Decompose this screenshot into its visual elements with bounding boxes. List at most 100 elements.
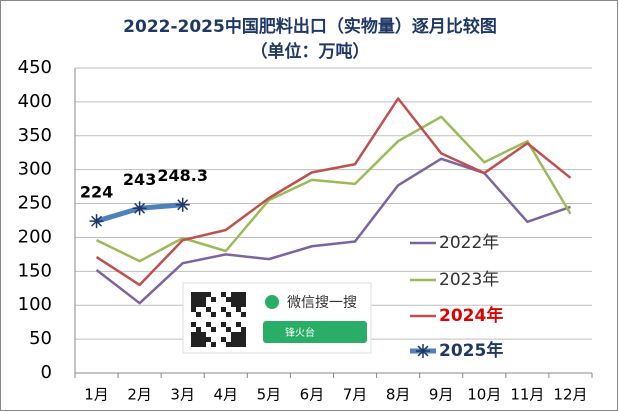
y-tick-label: 0: [41, 362, 52, 383]
qr-cell: [196, 302, 201, 307]
qr-cell: [191, 297, 196, 302]
qr-cell: [236, 337, 241, 342]
qr-cell: [201, 297, 206, 302]
qr-cell: [236, 292, 241, 297]
x-tick-label: 5月: [257, 386, 282, 404]
qr-cell: [196, 297, 201, 302]
qr-cell: [231, 292, 236, 297]
qr-cell: [206, 292, 211, 297]
qr-cell: [221, 292, 226, 297]
marker: [132, 201, 147, 216]
qr-cell: [221, 337, 226, 342]
legend-label: 2023年: [439, 270, 499, 290]
y-tick-label: 250: [18, 193, 52, 214]
qr-cell: [211, 297, 216, 302]
qr-cell: [196, 312, 201, 317]
qr-cell: [221, 322, 226, 327]
y-tick-label: 350: [18, 125, 52, 146]
qr-cell: [231, 342, 236, 347]
series-line: [95, 97, 572, 287]
qr-cell: [191, 292, 196, 297]
qr-cell: [191, 302, 196, 307]
qr-cell: [236, 297, 241, 302]
x-tick-label: 9月: [429, 386, 454, 404]
qr-cell: [236, 322, 241, 327]
qr-cell: [201, 292, 206, 297]
x-tick-label: 8月: [386, 386, 411, 404]
qr-cell: [241, 327, 246, 332]
qr-cell: [241, 342, 246, 347]
qr-cell: [191, 332, 196, 337]
qr-cell: [226, 327, 231, 332]
y-tick-label: 300: [18, 159, 52, 180]
qr-cell: [241, 297, 246, 302]
x-tick-label: 3月: [170, 386, 195, 404]
data-label: 248.3: [157, 166, 208, 185]
qr-cell: [241, 337, 246, 342]
qr-cell: [201, 337, 206, 342]
qr-cell: [211, 342, 216, 347]
qr-cell: [196, 327, 201, 332]
qr-cell: [196, 332, 201, 337]
x-tick-label: 2月: [127, 386, 152, 404]
qr-cell: [191, 307, 196, 312]
x-tick-label: 6月: [300, 386, 325, 404]
x-tick-label: 1月: [84, 386, 109, 404]
qr-cell: [231, 297, 236, 302]
qr-cell: [201, 332, 206, 337]
wechat-icon: [265, 295, 279, 309]
qr-cell: [196, 337, 201, 342]
legend-label: 2024年: [439, 305, 503, 326]
qr-cell: [231, 332, 236, 337]
search-box: [263, 321, 367, 343]
y-tick-label: 200: [18, 226, 52, 247]
qr-cell: [226, 342, 231, 347]
x-tick-label: 10月: [467, 386, 501, 404]
qr-cell: [191, 322, 196, 327]
marker: [89, 214, 104, 229]
qr-cell: [236, 307, 241, 312]
chart-subtitle: （单位：万吨）: [251, 41, 370, 62]
qr-cell: [201, 302, 206, 307]
data-label: 224: [80, 183, 113, 202]
legend-marker: [416, 344, 430, 358]
y-tick-label: 400: [18, 91, 52, 112]
y-tick-label: 150: [18, 260, 52, 281]
qr-cell: [241, 312, 246, 317]
y-tick-label: 100: [18, 294, 52, 315]
data-label: 243: [123, 170, 156, 189]
qr-cell: [241, 332, 246, 337]
qr-cell: [206, 337, 211, 342]
qr-cell: [231, 337, 236, 342]
qr-cell: [191, 337, 196, 342]
x-tick-label: 4月: [214, 386, 239, 404]
qr-cell: [236, 342, 241, 347]
x-tick-label: 12月: [553, 386, 587, 404]
series-line: [95, 115, 572, 263]
x-tick-label: 11月: [510, 386, 544, 404]
watermark-text: 微信搜一搜: [287, 295, 357, 311]
qr-cell: [236, 332, 241, 337]
series-line: [95, 157, 571, 305]
chart-title: 2022-2025中国肥料出口（实物量）逐月比较图: [123, 16, 497, 37]
marker: [175, 197, 190, 212]
qr-cell: [211, 327, 216, 332]
y-tick-label: 450: [18, 57, 52, 78]
qr-cell: [191, 342, 196, 347]
qr-cell: [196, 292, 201, 297]
qr-cell: [236, 302, 241, 307]
qr-cell: [226, 312, 231, 317]
qr-code: [191, 292, 246, 347]
qr-cell: [221, 307, 226, 312]
qr-cell: [226, 297, 231, 302]
y-tick-label: 50: [29, 328, 52, 349]
qr-cell: [231, 302, 236, 307]
legend-label: 2022年: [439, 233, 499, 253]
qr-cell: [206, 322, 211, 327]
qr-cell: [201, 342, 206, 347]
search-text: 锋火台: [285, 326, 315, 339]
legend-label: 2025年: [439, 340, 503, 361]
qr-cell: [206, 307, 211, 312]
qr-cell: [196, 342, 201, 347]
